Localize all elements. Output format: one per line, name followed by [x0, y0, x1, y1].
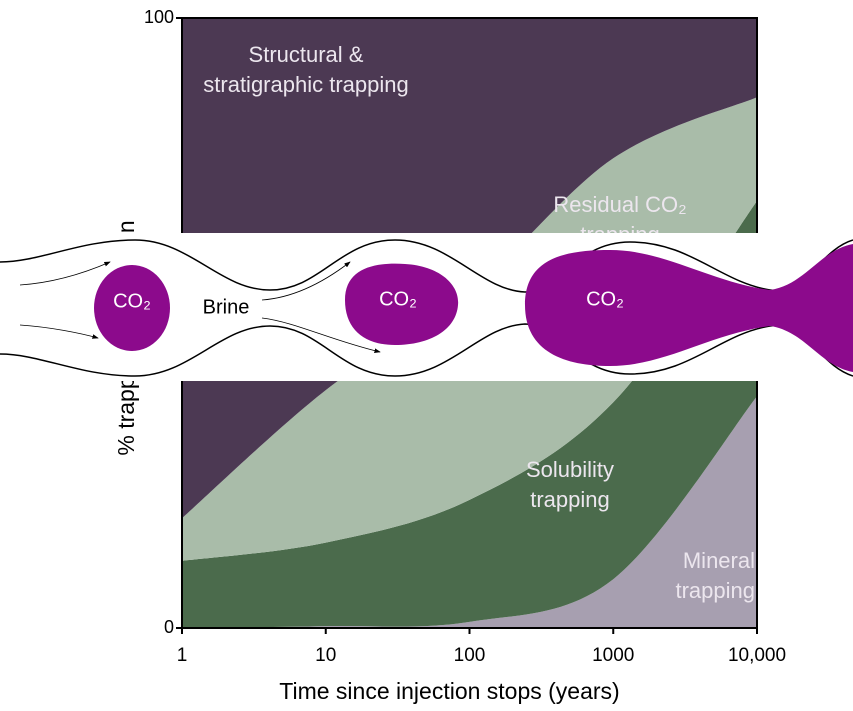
co2-blob [345, 263, 459, 345]
pore-wall [0, 323, 853, 377]
x-tick-label: 10,000 [728, 645, 786, 666]
co2-blob [94, 265, 170, 351]
y-tick-label: 100 [144, 7, 174, 27]
co2-blob [525, 250, 770, 366]
fluid-label: Brine [203, 296, 250, 318]
pore-wall [0, 239, 853, 293]
area [182, 396, 757, 628]
area [182, 201, 757, 628]
x-tick-label: 1 [177, 645, 188, 666]
region-label: Solubility trapping [525, 457, 615, 512]
blob-label: CO₂ [113, 290, 151, 312]
y-tick-label: 0 [164, 617, 174, 637]
flow-arrow [261, 261, 351, 301]
region-label: Mineral trapping [675, 548, 755, 603]
x-tick-label: 10 [315, 645, 336, 666]
flow-arrow [261, 317, 381, 354]
blob-label: CO₂ [379, 288, 417, 310]
x-tick-label: 1000 [592, 645, 634, 666]
region-label: Structural & stratigraphic trapping [203, 42, 409, 97]
x-tick-label: 100 [454, 645, 486, 666]
co2-blob [770, 244, 853, 372]
x-axis-title: Time since injection stops (years) [279, 678, 619, 704]
blob-label: CO₂ [586, 288, 624, 310]
flow-arrow [19, 261, 111, 286]
flow-arrow [19, 324, 99, 339]
